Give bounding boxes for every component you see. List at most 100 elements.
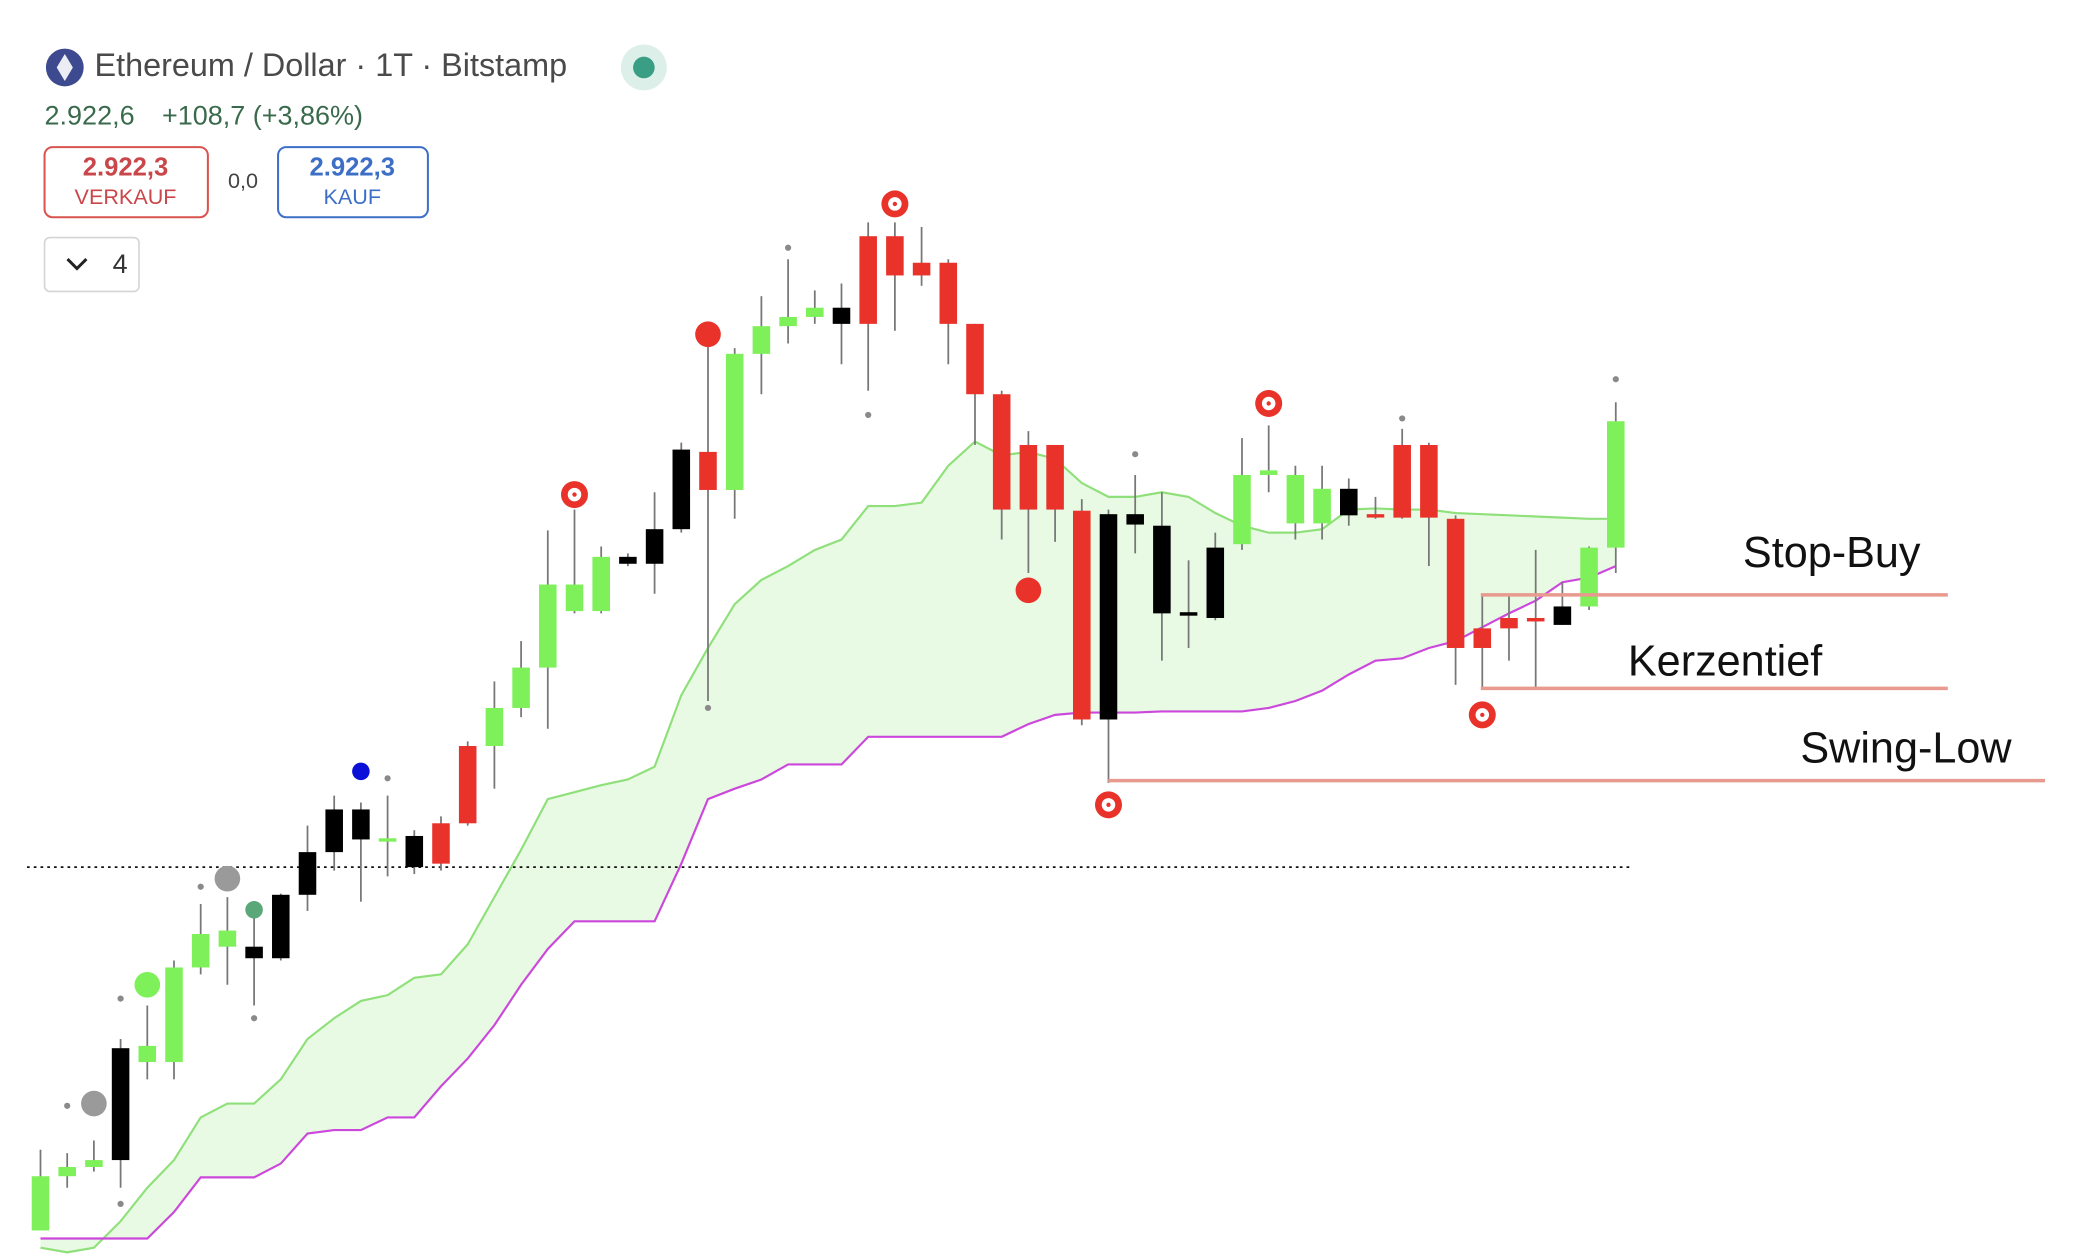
candle-body (485, 707, 504, 747)
price-change: +108,7 (+3,86%) (162, 101, 363, 131)
candle-body (592, 556, 610, 612)
candle-body (85, 1160, 103, 1167)
signal-dot (117, 995, 124, 1002)
signal-dot (352, 762, 370, 781)
candle-body (1607, 421, 1625, 548)
signal-dot (695, 321, 721, 348)
signal-dot (704, 704, 712, 712)
candle-body (1340, 488, 1358, 516)
candle-body (939, 262, 958, 324)
candle-body (1259, 470, 1278, 475)
candle-body (218, 930, 237, 947)
candle-body (352, 809, 370, 840)
candle-body (992, 394, 1011, 510)
candle-body (1206, 547, 1225, 618)
last-price: 2.922,6 (45, 101, 135, 131)
candle-body (645, 529, 664, 564)
signal-dot (1132, 451, 1139, 458)
candle-body (912, 262, 931, 276)
candle-body (1313, 488, 1331, 524)
status-dot (633, 56, 655, 79)
candle-body (1046, 444, 1064, 510)
candle-body (512, 667, 530, 708)
signal-dot (250, 1015, 258, 1022)
buy-price: 2.922,3 (310, 153, 396, 181)
candle-body (1446, 518, 1465, 648)
candle-body (325, 809, 343, 853)
signal-dot (134, 971, 161, 998)
signal-ring-core (892, 201, 898, 207)
chevron-icon (66, 258, 88, 271)
candle-body (565, 584, 584, 612)
candle-body (832, 307, 851, 324)
candle-body (191, 934, 210, 968)
candle-body (165, 967, 183, 1063)
cloud-lower-line (40, 565, 1617, 1240)
candle-body (966, 323, 984, 395)
signal-ring-core (1266, 401, 1271, 406)
candle-body (1233, 474, 1251, 545)
candle-body (138, 1045, 157, 1063)
candle-body (298, 852, 317, 895)
signal-dot (865, 411, 872, 419)
header: Ethereum / Dollar · 1T · Bitstamp 2.922,… (43, 44, 667, 293)
candle-body (245, 946, 263, 959)
candle-body (1420, 444, 1438, 518)
sell-price: 2.922,3 (83, 153, 169, 181)
candle-body (1366, 514, 1385, 518)
candle-body (1580, 547, 1598, 607)
symbol-title: Ethereum / Dollar · 1T · Bitstamp (94, 47, 567, 83)
level-label: Kerzentief (1628, 637, 1823, 685)
signal-dot (81, 1090, 107, 1117)
indicator-toggle[interactable] (43, 236, 140, 293)
candle-body (1179, 612, 1198, 616)
candle-body (458, 746, 477, 824)
spread: 0,0 (228, 168, 258, 193)
signal-dot (214, 865, 241, 892)
signal-dot (117, 1200, 124, 1208)
sell-label: VERKAUF (75, 184, 177, 209)
level-label: Stop-Buy (1743, 529, 1921, 577)
candle-body (1393, 444, 1411, 518)
buy-label: KAUF (324, 184, 382, 209)
signal-dot (784, 244, 792, 251)
candle-body (1099, 514, 1118, 720)
cloud-fill (40, 441, 1616, 1253)
candle-body (1019, 444, 1038, 510)
level-label: Swing-Low (1800, 724, 2012, 772)
candle-body (1553, 606, 1572, 625)
candle-body (111, 1048, 130, 1161)
signal-dot (1015, 577, 1042, 604)
signal-dot (384, 775, 391, 782)
candle-body (272, 894, 290, 959)
candle-body (672, 449, 691, 530)
signal-ring-core (1480, 712, 1485, 718)
candle-body (699, 451, 717, 490)
candle-body (1126, 514, 1144, 525)
candle-body (378, 838, 397, 842)
candle-body (725, 353, 744, 490)
candle-body (58, 1166, 76, 1177)
signal-dot (245, 901, 263, 919)
candle-body (1473, 628, 1492, 648)
signal-dot (64, 1102, 71, 1109)
sell-button[interactable] (43, 146, 209, 219)
candle-body (1526, 617, 1545, 622)
candle-body (752, 326, 771, 354)
signal-dot (197, 883, 204, 890)
candle-body (1500, 617, 1518, 629)
candle-body (806, 307, 824, 317)
signal-ring-core (1106, 802, 1111, 807)
candle-body (432, 823, 450, 864)
candle-body (779, 316, 797, 327)
candle-body (539, 584, 557, 668)
indicator-count: 4 (113, 249, 128, 279)
candle-body (1073, 510, 1091, 720)
buy-button[interactable] (277, 146, 429, 219)
signal-ring-core (572, 492, 577, 497)
candle-body (619, 556, 637, 564)
candle-body (859, 236, 877, 324)
signal-dot (1612, 376, 1619, 383)
